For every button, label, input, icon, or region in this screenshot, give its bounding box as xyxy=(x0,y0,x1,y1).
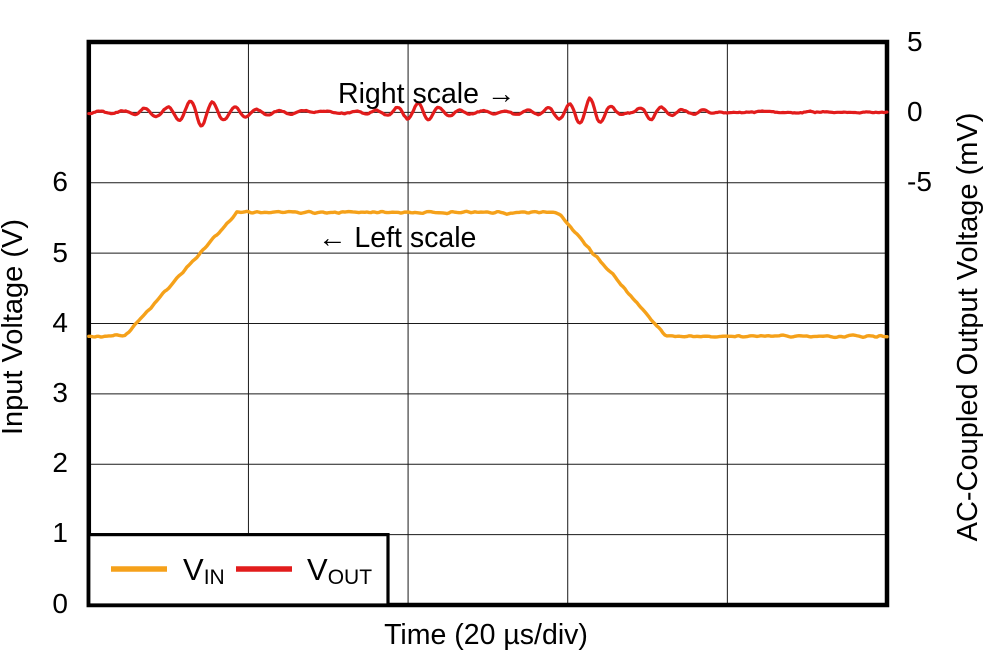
svg-text:1: 1 xyxy=(52,517,68,548)
svg-text:6: 6 xyxy=(52,166,68,197)
svg-text:5: 5 xyxy=(907,26,923,57)
svg-text:3: 3 xyxy=(52,377,68,408)
svg-text:0: 0 xyxy=(52,588,68,619)
svg-text:5: 5 xyxy=(52,237,68,268)
svg-text:-5: -5 xyxy=(907,166,932,197)
svg-text:AC-Coupled Output Voltage (mV): AC-Coupled Output Voltage (mV) xyxy=(952,113,984,542)
svg-text:4: 4 xyxy=(52,307,68,338)
svg-text:2: 2 xyxy=(52,447,68,478)
svg-text:0: 0 xyxy=(907,96,923,127)
svg-text:← Left scale: ← Left scale xyxy=(318,222,476,254)
svg-text:Time (20 µs/div): Time (20 µs/div) xyxy=(384,619,588,651)
svg-text:Input Voltage (V): Input Voltage (V) xyxy=(0,219,29,435)
svg-text:Right scale →: Right scale → xyxy=(338,78,515,110)
